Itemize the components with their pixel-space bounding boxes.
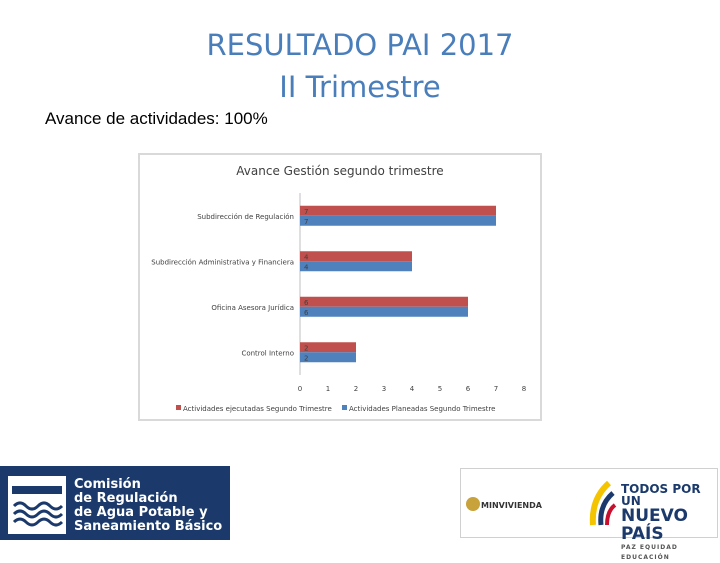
colombia-flag-icon	[589, 480, 617, 526]
x-tick-label: 5	[438, 385, 442, 393]
category-label: Control Interno	[241, 349, 294, 357]
legend-entry: Actividades ejecutadas Segundo Trimestre	[183, 405, 332, 413]
bar-planned	[300, 306, 468, 317]
data-label: 4	[304, 263, 309, 271]
chart-frame	[138, 153, 542, 421]
bar-planned	[300, 352, 356, 363]
x-tick-label: 7	[494, 385, 498, 393]
bar-planned	[300, 261, 412, 272]
category-label: Oficina Asesora Jurídica	[211, 304, 294, 312]
data-label: 7	[304, 218, 308, 226]
bar-executed	[300, 251, 412, 262]
bar-executed	[300, 342, 356, 353]
legend-entry: Actividades Planeadas Segundo Trimestre	[349, 405, 495, 413]
cra-logo	[8, 476, 66, 534]
page-subtitle-period: II Trimestre	[279, 70, 441, 104]
x-tick-label: 2	[354, 385, 358, 393]
x-tick-label: 1	[326, 385, 330, 393]
legend-swatch	[342, 405, 347, 410]
page-title: RESULTADO PAI 2017	[206, 28, 514, 62]
x-tick-label: 8	[522, 385, 526, 393]
coat-of-arms-icon	[466, 497, 480, 511]
bar-chart: Avance Gestión segundo trimestre Subdirec…	[151, 164, 526, 413]
todos-por-un-nuevo-pais-logo: TODOS POR UN NUEVO PAÍS PAZ EQUIDAD EDUC…	[621, 482, 701, 561]
footer-brand-panel: Comisión de Regulación de Agua Potable y…	[0, 466, 230, 540]
progress-summary: Avance de actividades: 100%	[45, 109, 268, 128]
data-label: 6	[304, 309, 309, 317]
category-label: Subdirección Administrativa y Financiera	[151, 258, 294, 266]
bar-planned	[300, 215, 496, 226]
minvivienda-logo: MINVIVIENDA	[481, 501, 542, 510]
org-name: Comisión de Regulación de Agua Potable y…	[74, 477, 223, 534]
bar-executed	[300, 205, 496, 216]
footer: Comisión de Regulación de Agua Potable y…	[0, 466, 720, 561]
x-tick-label: 3	[382, 385, 386, 393]
x-tick-label: 4	[410, 385, 415, 393]
x-tick-label: 0	[298, 385, 302, 393]
x-tick-label: 6	[466, 385, 471, 393]
data-label: 4	[304, 253, 309, 261]
data-label: 2	[304, 354, 308, 362]
government-logos: MINVIVIENDA TODOS POR UN NUEVO PAÍS PAZ …	[460, 468, 718, 561]
bar-executed	[300, 296, 468, 307]
legend-swatch	[176, 405, 181, 410]
data-label: 7	[304, 208, 308, 216]
data-label: 2	[304, 344, 308, 352]
chart-title: Avance Gestión segundo trimestre	[236, 164, 443, 178]
category-label: Subdirección de Regulación	[197, 213, 294, 221]
data-label: 6	[304, 299, 309, 307]
